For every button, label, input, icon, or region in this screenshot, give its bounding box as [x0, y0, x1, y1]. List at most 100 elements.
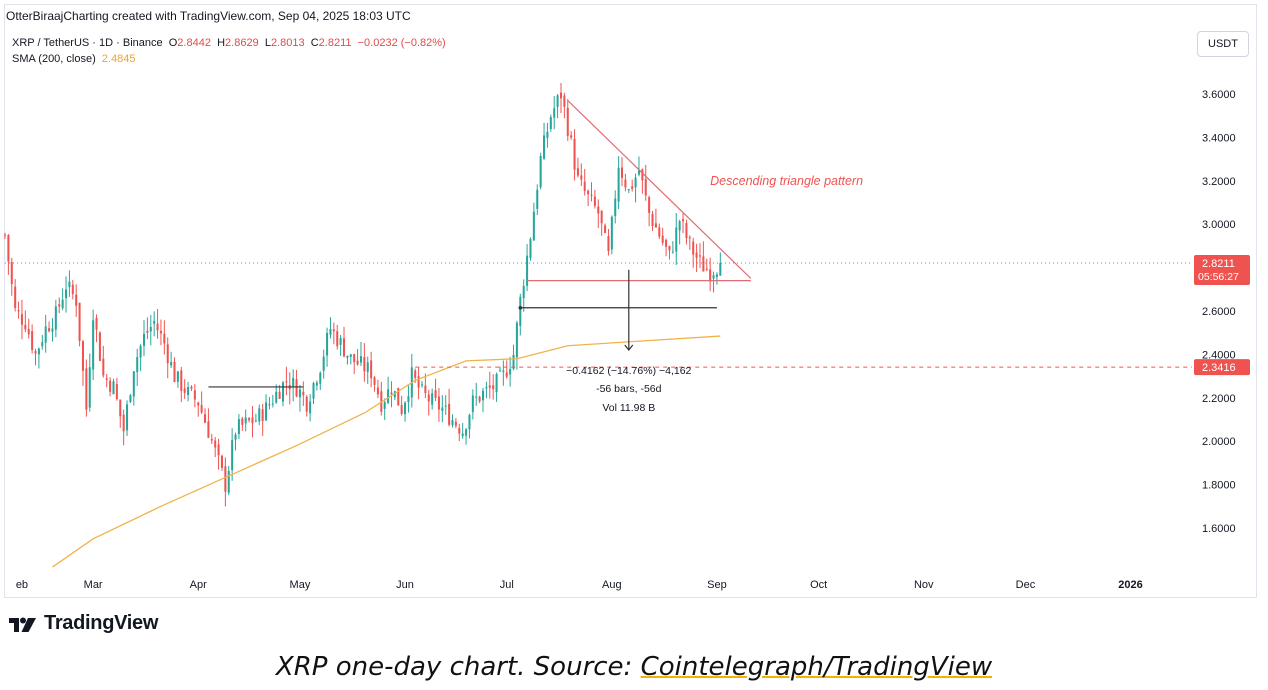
- candle-body: [495, 373, 498, 393]
- candle-body: [190, 386, 193, 389]
- candle-body: [292, 377, 295, 388]
- candle-body: [343, 338, 346, 357]
- candle-body: [546, 131, 549, 138]
- candle-body: [204, 414, 207, 423]
- last-price-label: 2.8211: [1202, 258, 1235, 270]
- candle-body: [668, 246, 671, 251]
- price-chart[interactable]: 3.60003.40003.20003.00002.80002.60002.40…: [0, 0, 1268, 600]
- candle-body: [678, 221, 681, 231]
- candle-body: [353, 354, 356, 363]
- candle-body: [24, 324, 27, 330]
- candle-body: [336, 331, 339, 347]
- candle-body: [370, 360, 373, 379]
- candle-body: [373, 377, 376, 385]
- candle-body: [102, 358, 105, 376]
- candle-body: [17, 310, 20, 312]
- candle-body: [485, 387, 488, 389]
- candle-body: [281, 382, 285, 402]
- figure-caption: XRP one-day chart. Source: Cointelegraph…: [0, 652, 1268, 682]
- candle-body: [163, 333, 166, 344]
- candle-body: [68, 281, 71, 288]
- measure-arrow-head: [624, 344, 634, 352]
- candle-body: [346, 355, 349, 358]
- candle-body: [248, 418, 251, 421]
- candle-body: [461, 433, 464, 437]
- candle-body: [359, 356, 362, 363]
- low-label: L: [264, 37, 271, 49]
- candle-body: [624, 179, 627, 188]
- y-tick-label: 1.8000: [1202, 480, 1236, 492]
- x-tick-label: Apr: [190, 579, 207, 591]
- candle-body: [200, 405, 203, 413]
- candle-body: [156, 323, 159, 331]
- candle-body: [366, 362, 369, 372]
- x-tick-label: Mar: [84, 579, 103, 591]
- candle-body: [634, 177, 637, 188]
- candle-body: [709, 269, 712, 282]
- candle-body: [556, 95, 559, 108]
- candle-body: [210, 439, 213, 441]
- bar-countdown-label: 05:56:27: [1198, 271, 1239, 283]
- candle-body: [322, 356, 325, 371]
- candle-body: [573, 138, 576, 170]
- candle-body: [468, 414, 471, 430]
- candle-body: [339, 338, 342, 345]
- candle-body: [654, 223, 657, 228]
- candle-body: [170, 362, 173, 366]
- candle-body: [420, 384, 424, 386]
- candle-body: [159, 330, 162, 334]
- candle-body: [434, 390, 437, 398]
- candle-body: [71, 284, 74, 295]
- candle-body: [65, 289, 68, 298]
- candle-body: [187, 387, 190, 396]
- y-tick-label: 2.0000: [1202, 436, 1236, 448]
- x-tick-label: May: [290, 579, 311, 591]
- candle-body: [536, 189, 539, 209]
- candle-body: [543, 135, 546, 159]
- candle-body: [312, 383, 315, 399]
- candle-body: [549, 117, 552, 130]
- candle-body: [617, 167, 620, 202]
- close-label: C: [310, 37, 319, 49]
- currency-selector[interactable]: USDT: [1197, 31, 1249, 57]
- x-tick-label: Jul: [500, 579, 514, 591]
- ohlc-row: XRP / TetherUS · 1D · Binance O2.8442 H2…: [12, 35, 446, 51]
- candle-body: [539, 156, 542, 188]
- candle-body: [51, 328, 54, 332]
- tradingview-logo-icon: [9, 617, 36, 632]
- candle-body: [356, 360, 359, 365]
- candle-body: [329, 329, 332, 335]
- candle-body: [349, 354, 352, 357]
- candle-body: [139, 345, 142, 358]
- candle-body: [648, 197, 651, 213]
- candle-body: [92, 320, 95, 370]
- candle-body: [553, 108, 556, 118]
- candle-body: [105, 378, 108, 380]
- candle-body: [427, 394, 430, 402]
- candle-body: [180, 370, 183, 391]
- candle-body: [85, 368, 88, 410]
- candle-body: [631, 186, 634, 189]
- candle-body: [644, 178, 647, 196]
- open-value: 2.8442: [177, 37, 211, 49]
- symbol-name[interactable]: XRP / TetherUS · 1D · Binance: [12, 37, 163, 49]
- candle-body: [454, 421, 457, 426]
- change-value: −0.0232 (−0.82%): [357, 37, 446, 49]
- caption-prefix: XRP one-day chart. Source:: [275, 652, 641, 682]
- candle-body: [397, 387, 400, 406]
- candle-body: [251, 417, 254, 424]
- candle-body: [54, 306, 57, 330]
- candle-body: [305, 396, 308, 412]
- caption-source-link[interactable]: Cointelegraph/TradingView: [640, 652, 993, 682]
- candle-body: [576, 168, 579, 176]
- candle-body: [48, 328, 51, 332]
- candle-body: [220, 455, 223, 468]
- candle-body: [319, 372, 322, 384]
- sma-label[interactable]: SMA (200, close): [12, 53, 96, 65]
- candle-body: [671, 251, 674, 253]
- candle-body: [217, 444, 220, 456]
- candle-body: [437, 396, 440, 410]
- candle-body: [431, 393, 434, 405]
- candle-body: [95, 317, 98, 330]
- candle-body: [61, 299, 64, 309]
